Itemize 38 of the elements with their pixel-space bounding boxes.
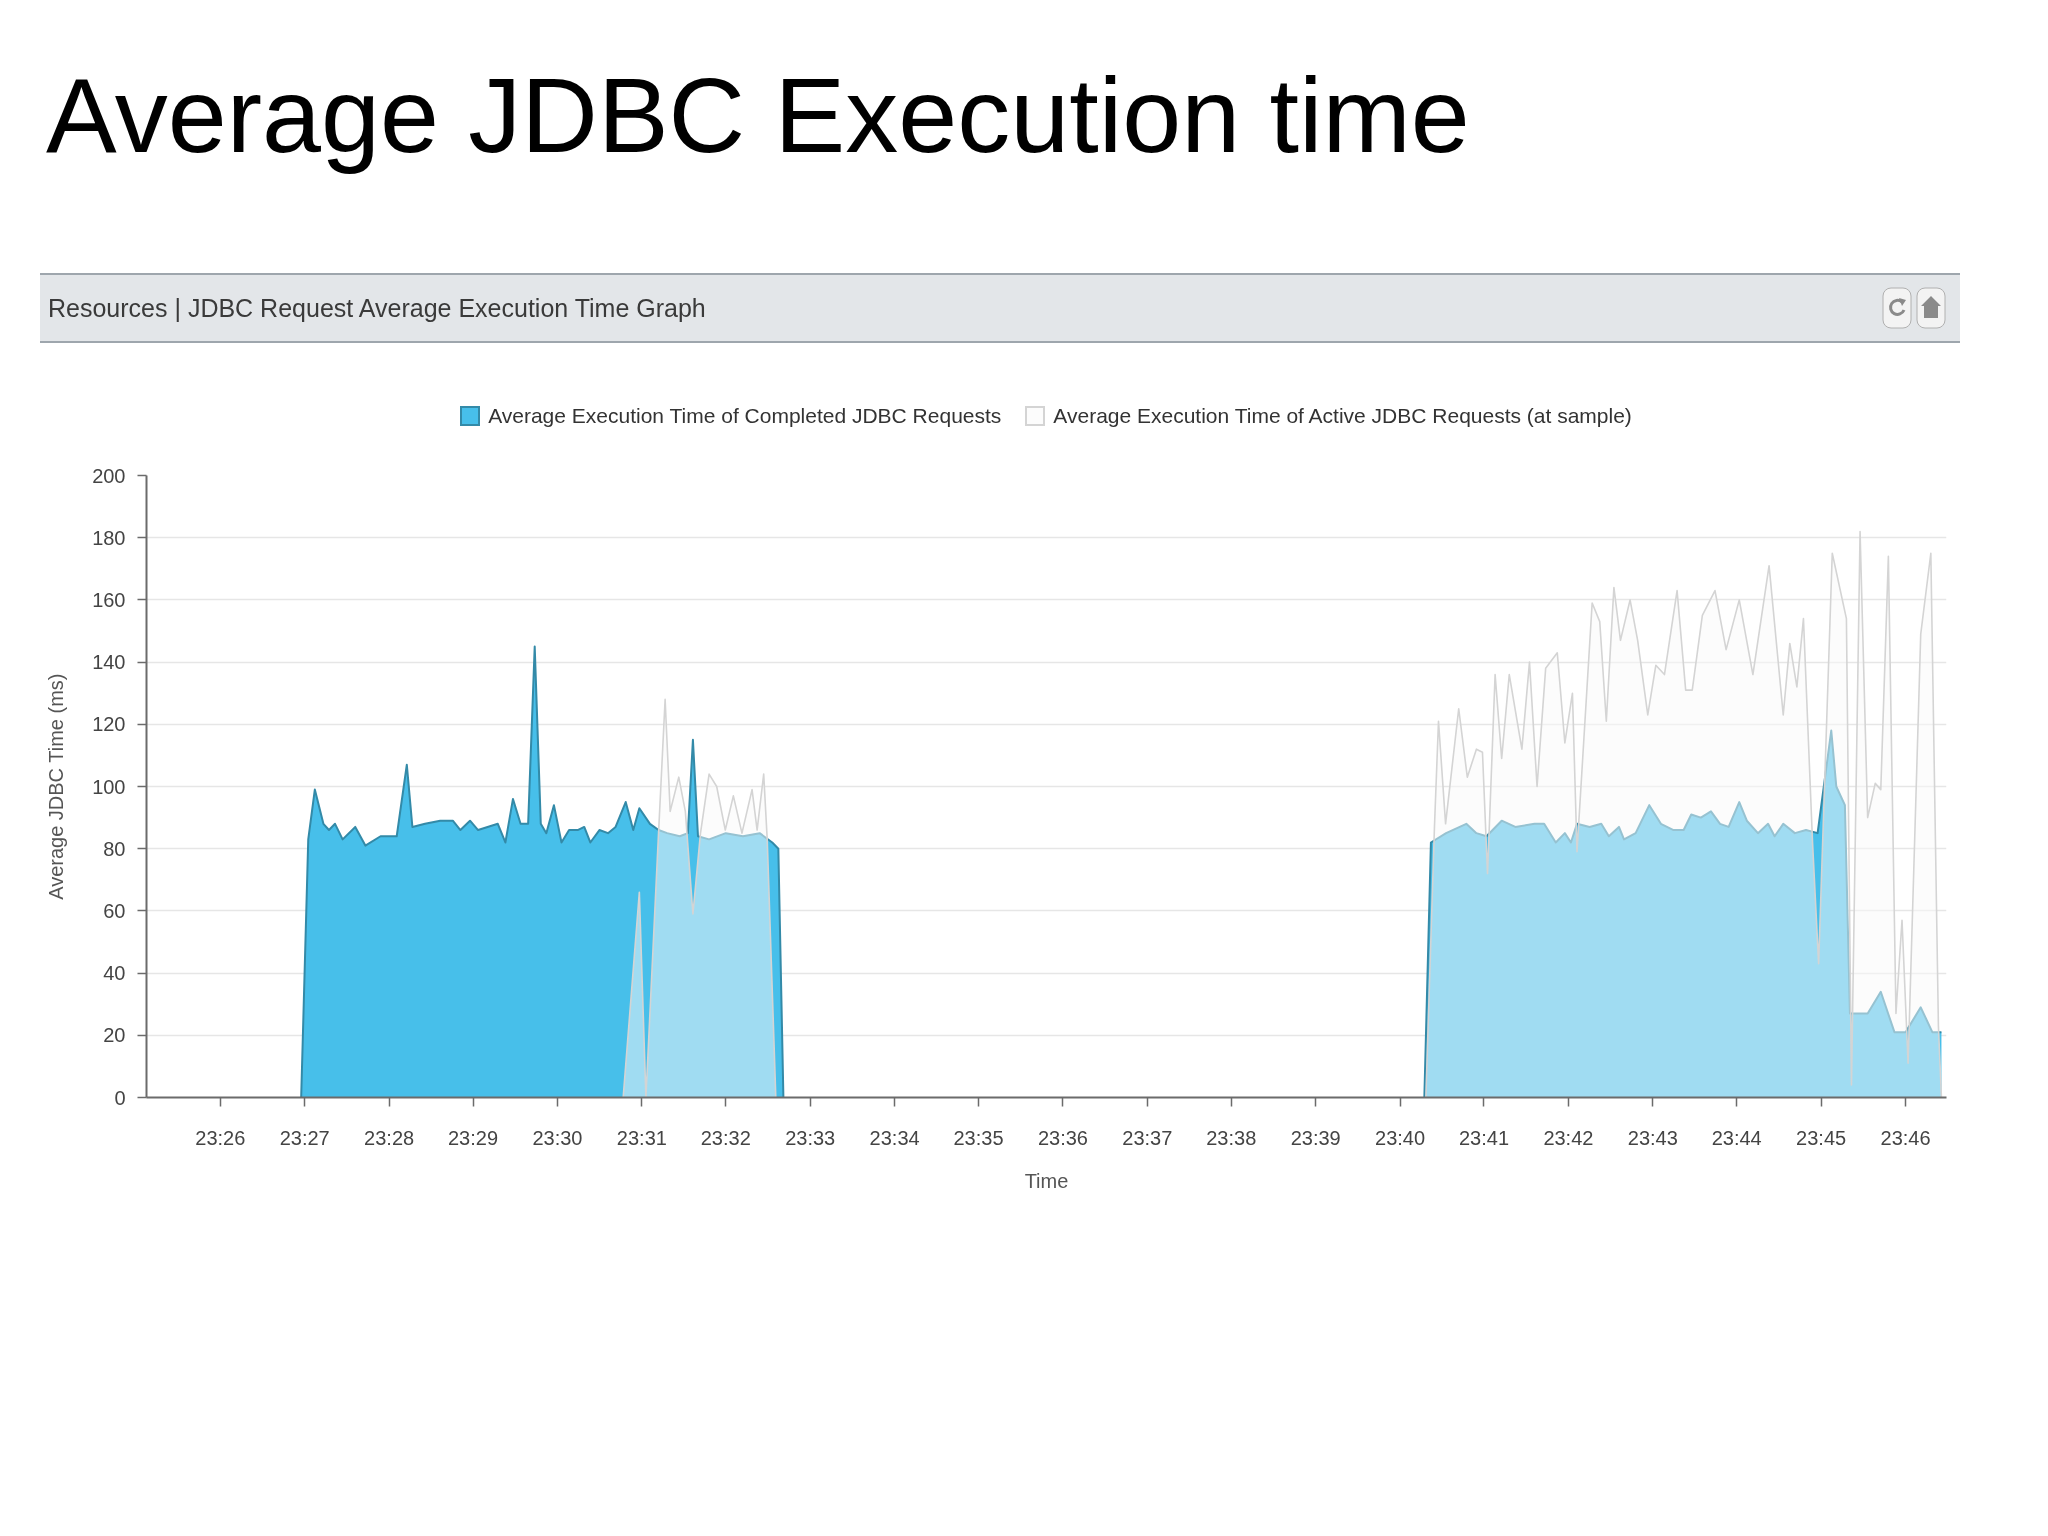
x-tick-label: 23:34 [869, 1126, 920, 1149]
x-tick-label: 23:33 [785, 1126, 836, 1149]
y-tick-label: 160 [92, 588, 126, 611]
x-tick-label: 23:32 [700, 1126, 751, 1149]
x-tick-label: 23:42 [1543, 1126, 1594, 1149]
x-tick-label: 23:31 [616, 1126, 667, 1149]
y-tick-label: 200 [92, 464, 126, 487]
y-tick-label: 80 [103, 837, 126, 860]
x-tick-label: 23:28 [364, 1126, 415, 1149]
x-tick-label: 23:41 [1458, 1126, 1510, 1149]
y-tick-label: 120 [92, 713, 126, 736]
y-tick-label: 20 [103, 1024, 126, 1047]
chart-title: Average JDBC Execution time [46, 56, 1470, 174]
x-tick-label: 23:36 [1037, 1126, 1088, 1149]
x-tick-label: 23:37 [1122, 1126, 1173, 1149]
y-tick-label: 60 [103, 899, 126, 922]
x-tick-label: 23:26 [195, 1126, 246, 1149]
x-tick-label: 23:43 [1627, 1126, 1678, 1149]
legend-label: Average Execution Time of Completed JDBC Requests [488, 403, 1002, 429]
y-tick-label: 0 [114, 1086, 126, 1109]
y-tick-label: 100 [92, 775, 126, 798]
chart-subtitle: Resources | JDBC Request Average Execution Time Graph [40, 273, 1960, 343]
x-tick-label: 23:38 [1206, 1126, 1257, 1149]
x-tick-label: 23:40 [1375, 1126, 1426, 1149]
x-tick-label: 23:29 [448, 1126, 499, 1149]
x-tick-label: 23:46 [1880, 1126, 1931, 1149]
y-tick-label: 180 [92, 526, 126, 549]
x-tick-label: 23:45 [1796, 1126, 1847, 1149]
x-tick-label: 23:27 [279, 1126, 330, 1149]
y-axis-title: Average JDBC Time (ms) [45, 673, 68, 900]
y-tick-label: 140 [92, 651, 126, 674]
x-axis-title: Time [1024, 1169, 1069, 1192]
x-tick-label: 23:30 [532, 1126, 583, 1149]
legend-label: Average Execution Time of Active JDBC Requests (at sample) [1053, 403, 1632, 429]
x-tick-label: 23:35 [953, 1126, 1004, 1149]
x-tick-label: 23:44 [1711, 1126, 1762, 1149]
y-tick-label: 40 [103, 962, 126, 985]
x-tick-label: 23:39 [1290, 1126, 1341, 1149]
